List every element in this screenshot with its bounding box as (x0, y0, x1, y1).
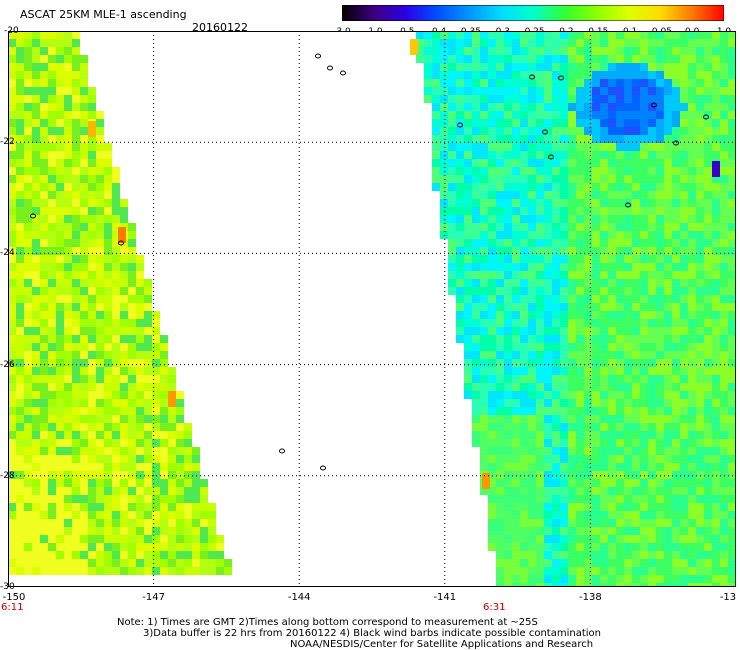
island-outline (542, 129, 548, 135)
island-outline (457, 122, 463, 128)
hotspot-pixel (88, 121, 96, 137)
latitude-label: -24 (0, 248, 15, 259)
hotspot-pixel (712, 161, 720, 177)
swath-left (8, 31, 232, 575)
longitude-label: -144 (287, 592, 311, 603)
island-outline (279, 448, 285, 454)
island-outline (315, 53, 321, 59)
latitude-label: -20 (4, 26, 19, 36)
island-outline (703, 114, 709, 120)
island-outline (558, 75, 564, 81)
colorbar-gradient (342, 5, 724, 21)
note-line-2: 3)Data buffer is 22 hrs from 20160122 4)… (143, 628, 601, 639)
island-outline (548, 154, 554, 160)
time-label-left: 6:11 (1, 602, 24, 613)
map-plot (8, 31, 736, 587)
hotspot-pixel (118, 227, 126, 243)
island-outline (118, 240, 124, 246)
island-outline (529, 74, 535, 80)
island-outline (651, 102, 657, 108)
longitude-label: -147 (142, 592, 165, 603)
latitude-label: -30 (0, 582, 15, 592)
island-outline (340, 70, 346, 76)
island-outline (30, 213, 36, 219)
island-outline (625, 202, 631, 208)
note-line-3: NOAA/NESDIS/Center for Satellite Applica… (290, 639, 594, 650)
hotspot-pixel (410, 39, 418, 55)
latitude-label: -28 (0, 470, 15, 481)
hotspot-pixel (168, 391, 176, 407)
note-line-1: Note: 1) Times are GMT 2)Times along bot… (117, 617, 538, 628)
time-label-right: 6:31 (483, 602, 506, 613)
graticule (8, 31, 736, 587)
longitude-label: -150 (2, 592, 26, 603)
latitude-label: -22 (0, 137, 15, 148)
longitude-label: -138 (579, 592, 602, 603)
latitude-label: -26 (0, 359, 15, 370)
colorbar (342, 5, 724, 21)
swath-right (416, 31, 736, 587)
island-outline (327, 65, 333, 71)
map-frame (8, 31, 736, 587)
map-title: ASCAT 25KM MLE-1 ascending (20, 8, 187, 21)
island-outline (673, 140, 679, 146)
hotspot-pixel (482, 473, 490, 489)
island-outline (320, 465, 326, 471)
longitude-label: -141 (433, 592, 457, 603)
longitude-label: -13 (719, 592, 737, 603)
map-date: 20160122 (192, 21, 248, 34)
